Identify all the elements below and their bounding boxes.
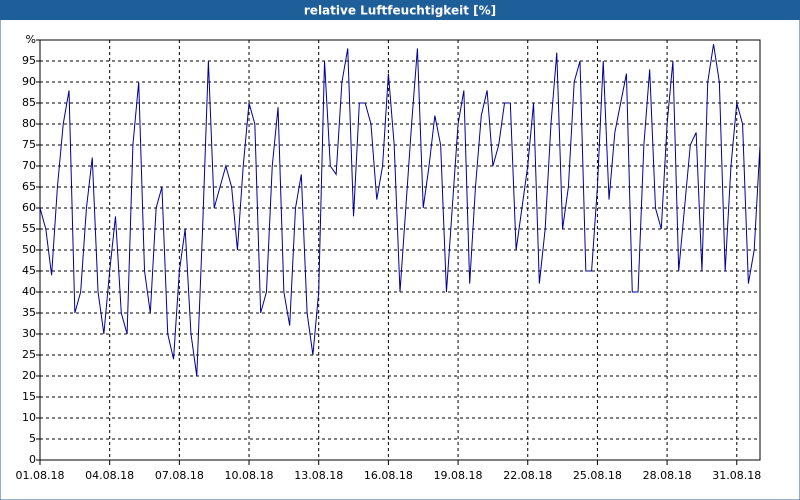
y-tick-label: 90 [22,75,36,88]
x-tick-label: 28.08.18 [643,469,692,482]
y-tick-label: 45 [22,264,36,277]
y-tick-label: 20 [22,369,36,382]
x-tick-label: 19.08.18 [434,469,483,482]
y-tick-label: 85 [22,96,36,109]
y-tick-label: 40 [22,285,36,298]
x-tick-label: 01.08.18 [16,469,65,482]
x-tick-label: 22.08.18 [503,469,552,482]
x-tick-label: 04.08.18 [85,469,134,482]
y-tick-label: 75 [22,138,36,151]
y-tick-label: 5 [29,432,36,445]
y-tick-label: 25 [22,348,36,361]
y-tick-label: 50 [22,243,36,256]
y-tick-label: 30 [22,327,36,340]
x-tick-label: 13.08.18 [294,469,343,482]
y-tick-label: 65 [22,180,36,193]
y-tick-label: % [26,33,36,46]
x-tick-label: 16.08.18 [364,469,413,482]
y-tick-label: 70 [22,159,36,172]
y-tick-label: 95 [22,54,36,67]
y-tick-label: 0 [29,453,36,466]
y-tick-label: 55 [22,222,36,235]
x-tick-label: 10.08.18 [225,469,274,482]
y-tick-label: 60 [22,201,36,214]
x-tick-label: 25.08.18 [573,469,622,482]
chart-title: relative Luftfeuchtigkeit [%] [304,4,496,18]
x-tick-label: 31.08.18 [712,469,761,482]
y-tick-label: 35 [22,306,36,319]
y-tick-label: 10 [22,411,36,424]
y-tick-label: 15 [22,390,36,403]
title-bar [0,0,800,20]
data-line [39,44,761,377]
y-tick-label: 80 [22,117,36,130]
x-tick-label: 07.08.18 [155,469,204,482]
